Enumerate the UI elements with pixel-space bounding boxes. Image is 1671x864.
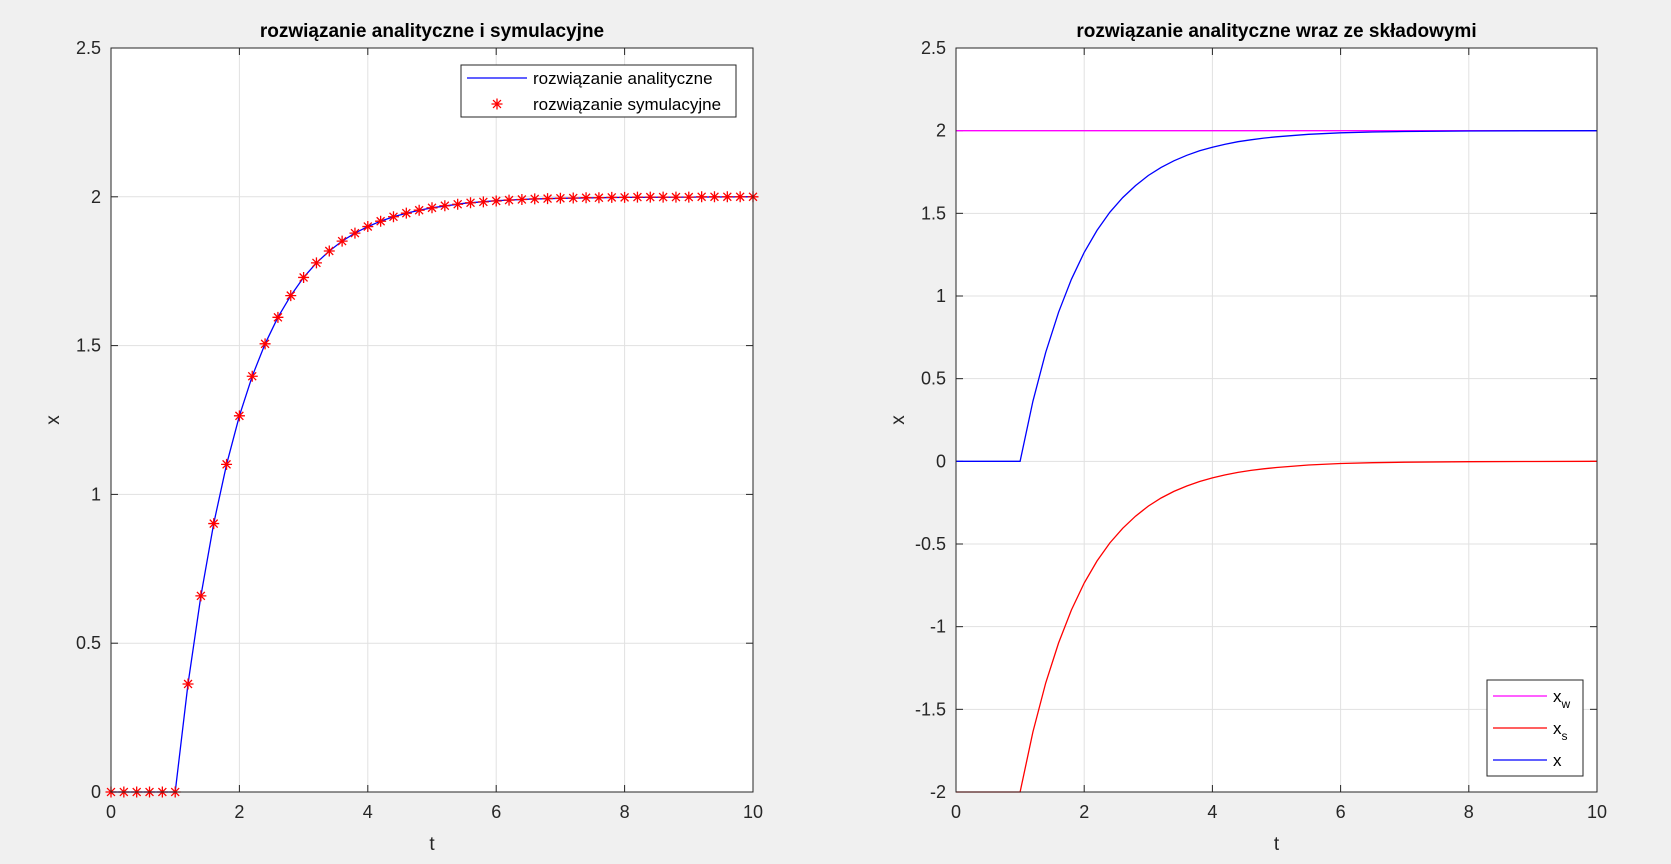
legend-label: rozwiązanie symulacyjne: [533, 95, 721, 114]
x-tick-label: 4: [1207, 802, 1217, 822]
legend-box: [460, 64, 737, 118]
data-point-marker: [554, 192, 566, 204]
y-tick-label: 0: [91, 782, 101, 802]
data-point-marker: [490, 195, 502, 207]
y-tick-label: 2: [936, 121, 946, 141]
y-tick-label: 1: [91, 484, 101, 504]
data-point-marker: [593, 192, 605, 204]
y-tick-label: 0.5: [921, 369, 946, 389]
x-tick-label: 0: [106, 802, 116, 822]
data-point-marker: [452, 198, 464, 210]
x-tick-label: 2: [234, 802, 244, 822]
legend: rozwiązanie analityczne rozwiązanie symul…: [460, 64, 737, 118]
data-point-marker: [426, 202, 438, 214]
data-point-marker: [708, 191, 720, 203]
x-tick-label: 2: [1079, 802, 1089, 822]
y-tick-label: 2: [91, 187, 101, 207]
data-point-marker: [233, 410, 245, 422]
x-tick-label: 4: [363, 802, 373, 822]
data-point-marker: [272, 311, 284, 323]
data-point-marker: [696, 191, 708, 203]
plot-area: [956, 48, 1597, 792]
y-tick-label: -1: [930, 617, 946, 637]
data-point-marker: [465, 197, 477, 209]
series-line: [956, 130, 1598, 462]
y-tick-label: -2: [930, 782, 946, 802]
y-tick-label: 1: [936, 286, 946, 306]
y-tick-label: 1.5: [76, 336, 101, 356]
data-point-marker: [413, 204, 425, 216]
x-axis-label: t: [1274, 834, 1280, 855]
data-point-marker: [400, 207, 412, 219]
x-tick-label: 10: [743, 802, 763, 822]
data-point-marker: [310, 257, 322, 269]
legend-marker: [491, 98, 503, 110]
data-point-marker: [259, 338, 271, 350]
y-tick-label: -0.5: [915, 534, 946, 554]
x-tick-label: 6: [491, 802, 501, 822]
data-point-marker: [349, 227, 361, 239]
chart-panel-1: 0 2 4 6 8 10 0 0.5 1 1.5 2 2.5 rozwiązanie analitycz…: [43, 21, 763, 855]
data-point-marker: [580, 192, 592, 204]
data-point-marker: [221, 458, 233, 470]
y-tick-label: 0.5: [76, 633, 101, 653]
legend-label: rozwiązanie analityczne: [533, 69, 713, 88]
data-point-marker: [439, 200, 451, 212]
data-point-marker: [619, 191, 631, 203]
y-tick-label: -1.5: [915, 699, 946, 719]
x-tick-label: 10: [1587, 802, 1607, 822]
chart-title: rozwiązanie analityczne wraz ze składowy…: [1076, 21, 1476, 42]
plot-area: [111, 48, 753, 792]
axes-box: [110, 47, 754, 793]
data-point-marker: [477, 196, 489, 208]
data-point-marker: [208, 518, 220, 530]
data-point-marker: [516, 193, 528, 205]
y-tick-label: 2.5: [76, 38, 101, 58]
legend-subscript: w: [1561, 697, 1571, 711]
data-point-marker: [644, 191, 656, 203]
data-point-marker: [734, 191, 746, 203]
series-line: [956, 460, 1598, 793]
data-point-marker: [195, 590, 207, 602]
x-tick-label: 8: [1464, 802, 1474, 822]
data-point-marker: [721, 191, 733, 203]
y-axis-label: x: [43, 415, 64, 425]
data-point-marker: [336, 235, 348, 247]
y-axis-label: x: [888, 415, 909, 425]
data-point-marker: [246, 370, 258, 382]
data-point-marker: [657, 191, 669, 203]
y-tick-label: 1.5: [921, 203, 946, 223]
data-point-marker: [542, 193, 554, 205]
data-point-marker: [182, 678, 194, 690]
data-point-marker: [362, 221, 374, 233]
data-point-marker: [631, 191, 643, 203]
legend-label: x: [1553, 751, 1562, 770]
chart-title: rozwiązanie analityczne i symulacyjne: [260, 21, 604, 42]
data-point-marker: [670, 191, 682, 203]
data-point-marker: [375, 215, 387, 227]
x-axis-label: t: [429, 834, 435, 855]
data-point-marker: [503, 194, 515, 206]
data-point-marker: [529, 193, 541, 205]
data-point-marker: [683, 191, 695, 203]
data-point-marker: [606, 191, 618, 203]
data-point-marker: [567, 192, 579, 204]
data-point-marker: [387, 211, 399, 223]
axes-box: [955, 47, 1598, 793]
data-point-marker: [298, 271, 310, 283]
data-point-marker: [323, 245, 335, 257]
y-tick-label: 0: [936, 451, 946, 471]
x-tick-label: 6: [1336, 802, 1346, 822]
chart-panel-2: 0 2 4 6 8 10 -2 -1.5 -1 -0.5 0 0.5 1 1.5 2 2.5 rozwiązan…: [888, 21, 1607, 855]
data-point-marker: [285, 290, 297, 302]
x-tick-label: 0: [951, 802, 961, 822]
y-tick-label: 2.5: [921, 38, 946, 58]
x-tick-label: 8: [620, 802, 630, 822]
legend-subscript: s: [1562, 729, 1568, 743]
